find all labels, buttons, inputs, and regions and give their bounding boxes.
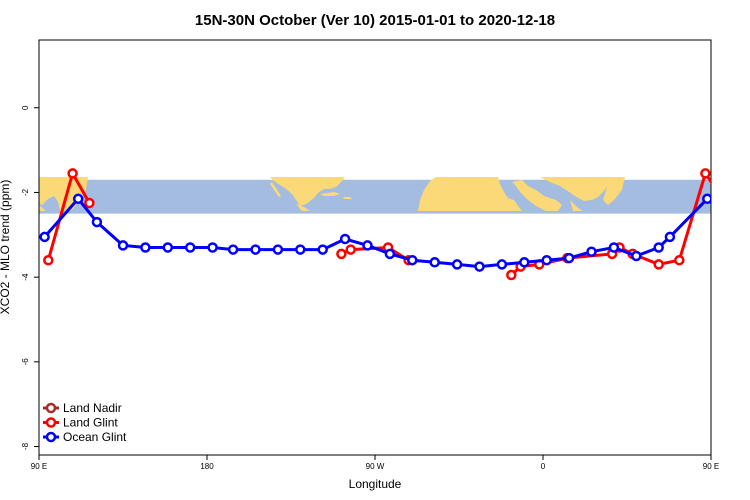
series-line bbox=[43, 197, 711, 269]
chart-title: 15N-30N October (Ver 10) 2015-01-01 to 2… bbox=[195, 12, 555, 29]
data-point bbox=[162, 242, 174, 253]
land-arabia-persia bbox=[540, 177, 610, 201]
data-point bbox=[519, 257, 530, 268]
x-tick-label: 90 W bbox=[366, 462, 385, 471]
data-point bbox=[664, 231, 676, 243]
legend-swatch-marker bbox=[45, 402, 57, 414]
data-point bbox=[250, 244, 261, 255]
legend-item: Land Glint bbox=[43, 416, 118, 430]
x-tick-label: 180 bbox=[200, 462, 214, 471]
data-point bbox=[43, 254, 54, 266]
data-point bbox=[407, 254, 418, 266]
data-point bbox=[608, 242, 620, 253]
land-central-america bbox=[296, 204, 310, 211]
land-india-tip bbox=[39, 205, 46, 211]
land-baja bbox=[270, 182, 281, 197]
data-point bbox=[345, 244, 356, 255]
land-caribbean bbox=[342, 197, 352, 199]
land-africa-north bbox=[418, 177, 522, 211]
data-point bbox=[84, 197, 95, 209]
data-point bbox=[728, 218, 736, 226]
legend-swatch-marker bbox=[45, 431, 57, 443]
data-point bbox=[702, 193, 711, 205]
data-point bbox=[272, 244, 284, 255]
y-tick-label: -6 bbox=[21, 358, 30, 366]
series-layer bbox=[39, 168, 739, 281]
legend-item: Land Nadir bbox=[43, 401, 122, 415]
map-band bbox=[39, 177, 711, 214]
data-point bbox=[631, 250, 642, 262]
data-point bbox=[184, 242, 196, 253]
legend-swatch-marker bbox=[45, 417, 57, 428]
data-point bbox=[72, 193, 84, 205]
data-point bbox=[506, 269, 517, 281]
data-point bbox=[317, 244, 328, 255]
y-axis: 0 -2 -4 -6 -8 bbox=[21, 105, 39, 450]
data-point bbox=[541, 254, 552, 266]
data-point bbox=[67, 168, 78, 179]
legend-label: Land Nadir bbox=[63, 401, 122, 415]
data-point bbox=[91, 216, 103, 228]
land-red-sea-east bbox=[512, 180, 562, 211]
land-cuba bbox=[320, 192, 340, 196]
data-point bbox=[39, 231, 50, 243]
y-tick-label: -2 bbox=[21, 188, 30, 196]
legend-label: Land Glint bbox=[63, 416, 118, 430]
y-axis-label: XCO2 - MLO trend (ppm) bbox=[0, 180, 12, 315]
data-point bbox=[474, 261, 485, 272]
legend-item: Ocean Glint bbox=[43, 430, 127, 444]
y-tick-label: -8 bbox=[21, 442, 30, 450]
y-tick-label: -4 bbox=[21, 273, 30, 281]
data-point bbox=[731, 199, 739, 207]
data-point bbox=[429, 257, 440, 268]
data-point bbox=[563, 252, 575, 264]
data-point bbox=[339, 233, 351, 245]
x-axis-label: Longitude bbox=[349, 477, 402, 491]
data-point bbox=[586, 246, 597, 257]
x-tick-label: 90 E bbox=[703, 462, 719, 471]
data-point bbox=[295, 244, 306, 255]
map-land bbox=[39, 177, 625, 211]
data-point bbox=[720, 197, 728, 205]
x-tick-label: 90 E bbox=[31, 462, 47, 471]
land-north-america bbox=[270, 177, 345, 206]
land-asia-east bbox=[603, 177, 625, 205]
data-point bbox=[496, 259, 508, 270]
x-tick-label: 0 bbox=[541, 462, 546, 471]
legend-label: Ocean Glint bbox=[63, 430, 127, 444]
data-point bbox=[362, 240, 373, 251]
land-india-east bbox=[570, 200, 583, 211]
data-point bbox=[336, 248, 347, 260]
data-point bbox=[653, 259, 664, 270]
series-ocean-glint bbox=[39, 193, 736, 272]
y-tick-label: 0 bbox=[21, 105, 30, 110]
data-point bbox=[653, 242, 664, 253]
data-point bbox=[700, 168, 711, 179]
data-point bbox=[207, 242, 218, 253]
data-point bbox=[227, 244, 239, 255]
data-point bbox=[674, 254, 685, 266]
data-point bbox=[384, 248, 396, 260]
data-point bbox=[140, 242, 151, 253]
data-point bbox=[451, 259, 463, 270]
data-point bbox=[117, 240, 129, 251]
